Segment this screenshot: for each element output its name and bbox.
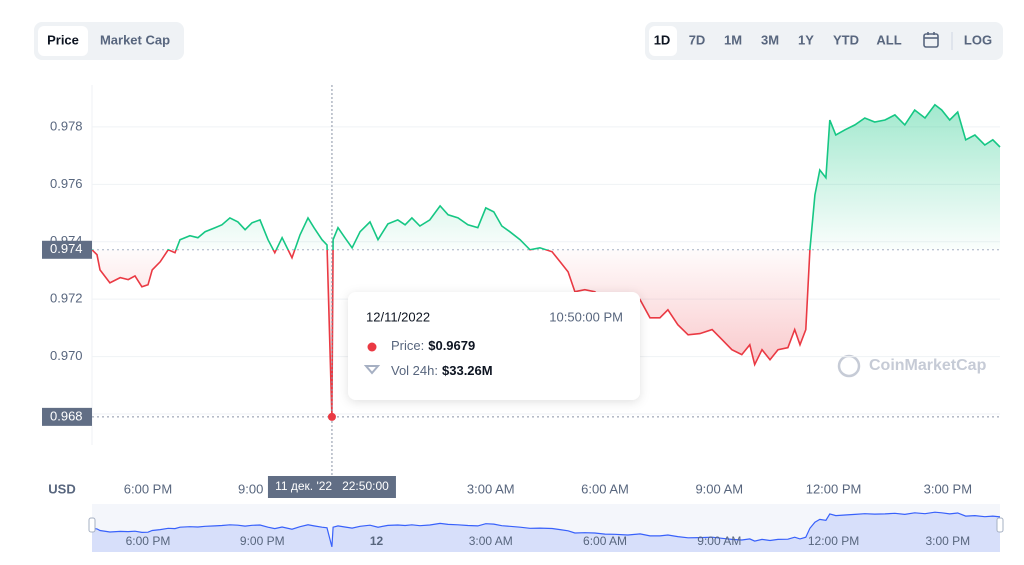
y-highlight-label: 0.974	[50, 241, 83, 256]
x-tick-label: 3:00 AM	[467, 481, 515, 496]
y-highlight-label: 0.968	[50, 408, 83, 423]
navigator-tick-label: 3:00 PM	[925, 534, 970, 548]
tooltip: 12/11/2022 10:50:00 PM Price: $0.9679 Vol 24…	[348, 292, 640, 400]
tooltip-price-value: $0.9679	[428, 338, 475, 353]
navigator-tick-label: 6:00 AM	[583, 534, 627, 548]
tooltip-price-label: Price:	[391, 338, 424, 353]
tooltip-box	[348, 292, 640, 400]
navigator-handle[interactable]	[996, 517, 1004, 533]
watermark-text: CoinMarketCap	[869, 357, 987, 374]
range-button[interactable]: ALL	[876, 32, 901, 47]
y-highlight	[42, 240, 92, 259]
tooltip-dot	[367, 342, 377, 352]
tooltip-price: Price: $0.9679	[391, 338, 475, 353]
tab[interactable]: Market Cap	[100, 32, 170, 47]
x-tick-label: 12:00 PM	[806, 481, 862, 496]
navigator-tick-label: 6:00 PM	[126, 534, 171, 548]
x-tick-label: 3:00 PM	[924, 481, 972, 496]
range-active[interactable]	[649, 26, 677, 56]
navigator-tick-label: 12:00 PM	[808, 534, 859, 548]
range-button[interactable]: 1M	[724, 32, 742, 47]
x-tick-label: 6:00 AM	[581, 481, 629, 496]
range-button[interactable]: 3M	[761, 32, 779, 47]
navigator-tick-label: 9:00 PM	[240, 534, 285, 548]
navigator-tick-label: 12	[370, 534, 384, 548]
range-button[interactable]: 1Y	[798, 32, 814, 47]
area-fill	[92, 104, 1000, 417]
tooltip-date: 12/11/2022	[366, 309, 430, 324]
x-highlight	[267, 476, 396, 498]
x-tick-label: 6:00 PM	[124, 481, 172, 496]
currency-label: USD	[48, 481, 75, 496]
calendar-icon[interactable]	[923, 32, 939, 48]
navigator-line	[91, 511, 1001, 548]
range-button[interactable]: 7D	[689, 32, 706, 47]
navigator-area	[92, 512, 1000, 552]
range-button[interactable]: YTD	[833, 32, 859, 47]
tooltip-vol-icon	[363, 365, 381, 375]
log-button[interactable]: LOG	[964, 32, 992, 47]
watermark: CoinMarketCap	[837, 354, 987, 378]
y-highlight	[42, 407, 92, 426]
tooltip-volume-label: Vol 24h:	[391, 363, 438, 378]
tooltip-time: 10:50:00 PM	[549, 309, 623, 324]
y-tick-label: 0.970	[50, 348, 83, 363]
x-tick-label: 9:00 AM	[695, 481, 743, 496]
price-line	[91, 103, 1001, 417]
range-group	[645, 22, 1003, 60]
tab-active[interactable]	[38, 26, 88, 56]
y-tick-label: 0.978	[50, 118, 83, 133]
crosshair-point	[327, 412, 336, 421]
x-highlight-label: 11 дек. '22 22:50:00	[275, 479, 389, 493]
tab[interactable]: Price	[47, 32, 79, 47]
navigator-tick-label: 3:00 AM	[469, 534, 513, 548]
y-tick-label: 0.972	[50, 291, 83, 306]
navigator-tick-label: 9:00 AM	[697, 534, 741, 548]
navigator-handle[interactable]	[88, 517, 96, 533]
tooltip-volume-value: $33.26M	[442, 363, 493, 378]
y-tick-label: 0.976	[50, 176, 83, 191]
range-button[interactable]: 1D	[654, 32, 671, 47]
tooltip-volume: Vol 24h: $33.26M	[391, 363, 493, 378]
